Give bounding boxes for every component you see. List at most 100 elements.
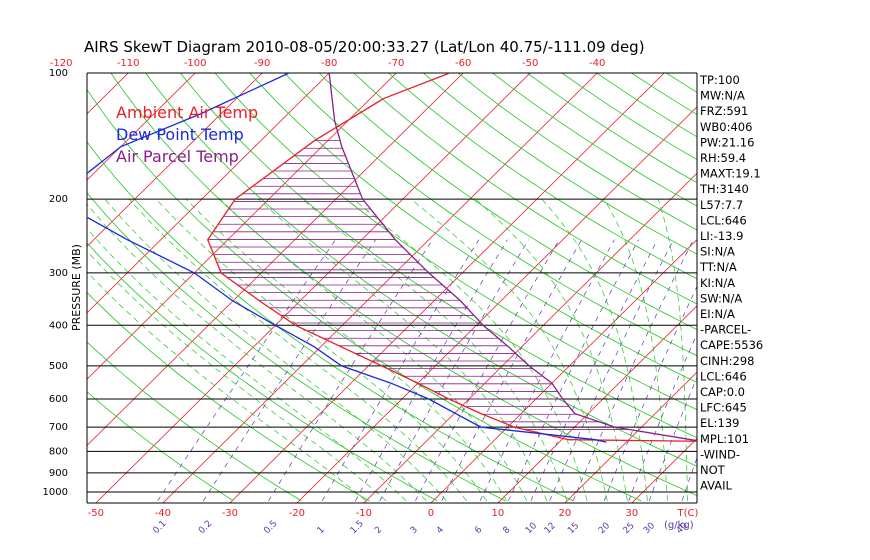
mixing-ratio-label: 6 [473, 525, 484, 536]
isotherm-line [564, 371, 697, 503]
bottom-temp-tick-label: 0 [428, 508, 434, 519]
mixing-ratio-line [549, 239, 674, 502]
series-line [87, 73, 607, 443]
isotherm-line [229, 73, 665, 503]
index-entry: EI:N/A [700, 307, 735, 321]
top-temp-tick-label: -80 [321, 58, 337, 69]
top-temp-tick-label: -90 [254, 58, 270, 69]
moist-adiabat-line [185, 198, 508, 502]
mixing-ratio-line [572, 239, 694, 502]
moist-adiabat-line [258, 198, 548, 502]
series-line [328, 73, 697, 442]
bottom-temp-tick-label: 30 [626, 508, 639, 519]
dry-adiabat-line [87, 341, 302, 502]
isotherm-line [87, 73, 263, 248]
moist-adiabat-line [128, 198, 467, 502]
top-temp-tick-label: -70 [388, 58, 404, 69]
bottom-temp-tick-label: -20 [289, 508, 305, 519]
pressure-tick-label: 400 [49, 320, 68, 331]
mixing-ratio-label: 3 [409, 525, 420, 536]
dry-adiabat-line [422, 73, 697, 255]
mixing-ratio-line [508, 239, 639, 502]
dry-adiabat-line [87, 292, 370, 502]
mixing-ratio-line [530, 239, 658, 502]
pressure-tick-label: 1000 [43, 487, 68, 498]
legend-entry: Ambient Air Temp [116, 103, 258, 122]
index-entry: LCL:646 [700, 369, 747, 383]
moist-adiabat-line [155, 198, 487, 502]
mixing-ratio-label: 1 [316, 525, 327, 536]
bottom-temp-tick-label: -40 [155, 508, 171, 519]
pressure-tick-label: 900 [49, 468, 68, 479]
bottom-temperature-axis: -50 -40 -30 -20 -10 0 10 20 30 T(C) [88, 508, 699, 519]
top-temp-tick-label: -120 [50, 58, 73, 69]
sounding-profiles [87, 73, 697, 443]
dry-adiabat-line [87, 192, 506, 502]
pressure-tick-label: 700 [49, 422, 68, 433]
skewt-grid [87, 73, 697, 503]
bottom-temp-tick-label: -50 [88, 508, 104, 519]
dry-adiabat-line [214, 73, 697, 411]
pressure-tick-label: 500 [49, 361, 68, 372]
mixing-ratio-line [628, 333, 697, 502]
pressure-tick-label: 200 [49, 194, 68, 205]
isotherm-line [363, 172, 697, 503]
moist-adiabat-line [87, 271, 367, 502]
isotherm-line [87, 73, 330, 314]
moist-adiabat-line [219, 198, 528, 502]
mixing-ratio-line [203, 239, 376, 502]
index-entry: EL:139 [700, 416, 740, 430]
index-entry: MAXT:19.1 [700, 167, 761, 181]
bottom-temp-tick-label: -10 [356, 508, 372, 519]
index-entry: AVAIL [700, 479, 733, 493]
top-temp-tick-label: -40 [589, 58, 605, 69]
isotherm-line [87, 73, 196, 181]
moist-adiabat-line [603, 198, 668, 501]
index-entry: LCL:646 [700, 213, 747, 227]
isotherm-line [95, 73, 531, 503]
legend-entry: Dew Point Temp [116, 125, 244, 144]
index-entry: FRZ:591 [700, 104, 748, 118]
mixing-ratio-label: 2 [373, 525, 384, 536]
mixing-ratio-line [603, 285, 697, 502]
moist-adiabat-line [104, 198, 447, 502]
legend: Ambient Air Temp Dew Point Temp Air Parcel… [116, 103, 258, 166]
isobar-lines [86, 72, 698, 504]
mixing-ratio-line [648, 376, 697, 502]
index-entry: KI:N/A [700, 276, 735, 290]
dry-adiabat-line [87, 391, 234, 502]
pressure-tick-label: 600 [49, 394, 68, 405]
index-entry: CAP:0.0 [700, 385, 745, 399]
index-entry: L57:7.7 [700, 198, 743, 212]
index-entry: TH:3140 [699, 182, 749, 196]
moist-adiabat-line [87, 250, 387, 502]
mixing-ratio-line [321, 239, 480, 502]
isotherm-line [497, 305, 697, 503]
index-entry: -WIND- [700, 447, 740, 461]
mixing-ratio-label: 8 [501, 525, 512, 536]
top-temp-tick-label: -100 [184, 58, 207, 69]
index-entry: MW:N/A [700, 89, 745, 103]
moist-adiabat-line [87, 203, 427, 502]
moist-adiabat-line [541, 198, 648, 501]
pressure-tick-label: 800 [49, 446, 68, 457]
index-entry: WB0:406 [700, 120, 752, 134]
pressure-tick-label: 100 [49, 68, 68, 79]
index-entry: CINH:298 [700, 354, 755, 368]
dry-adiabat-line [353, 73, 697, 305]
mixing-ratio-label: 4 [435, 525, 446, 536]
mixing-ratio-line [379, 239, 529, 502]
index-entry: LFC:645 [700, 401, 747, 415]
index-entry: PW:21.16 [700, 135, 754, 149]
chart-title: AIRS SkewT Diagram 2010-08-05/20:00:33.2… [84, 38, 645, 56]
mixing-ratio-unit: (g/kg) [664, 520, 694, 531]
index-entry: MPL:101 [700, 432, 749, 446]
cape-hatching [207, 140, 629, 430]
bottom-temp-tick-label: 20 [559, 508, 572, 519]
isotherm-line [296, 106, 697, 503]
top-temp-tick-label: -110 [117, 58, 140, 69]
index-entry: SW:N/A [700, 291, 742, 305]
top-temp-tick-label: -50 [522, 58, 538, 69]
